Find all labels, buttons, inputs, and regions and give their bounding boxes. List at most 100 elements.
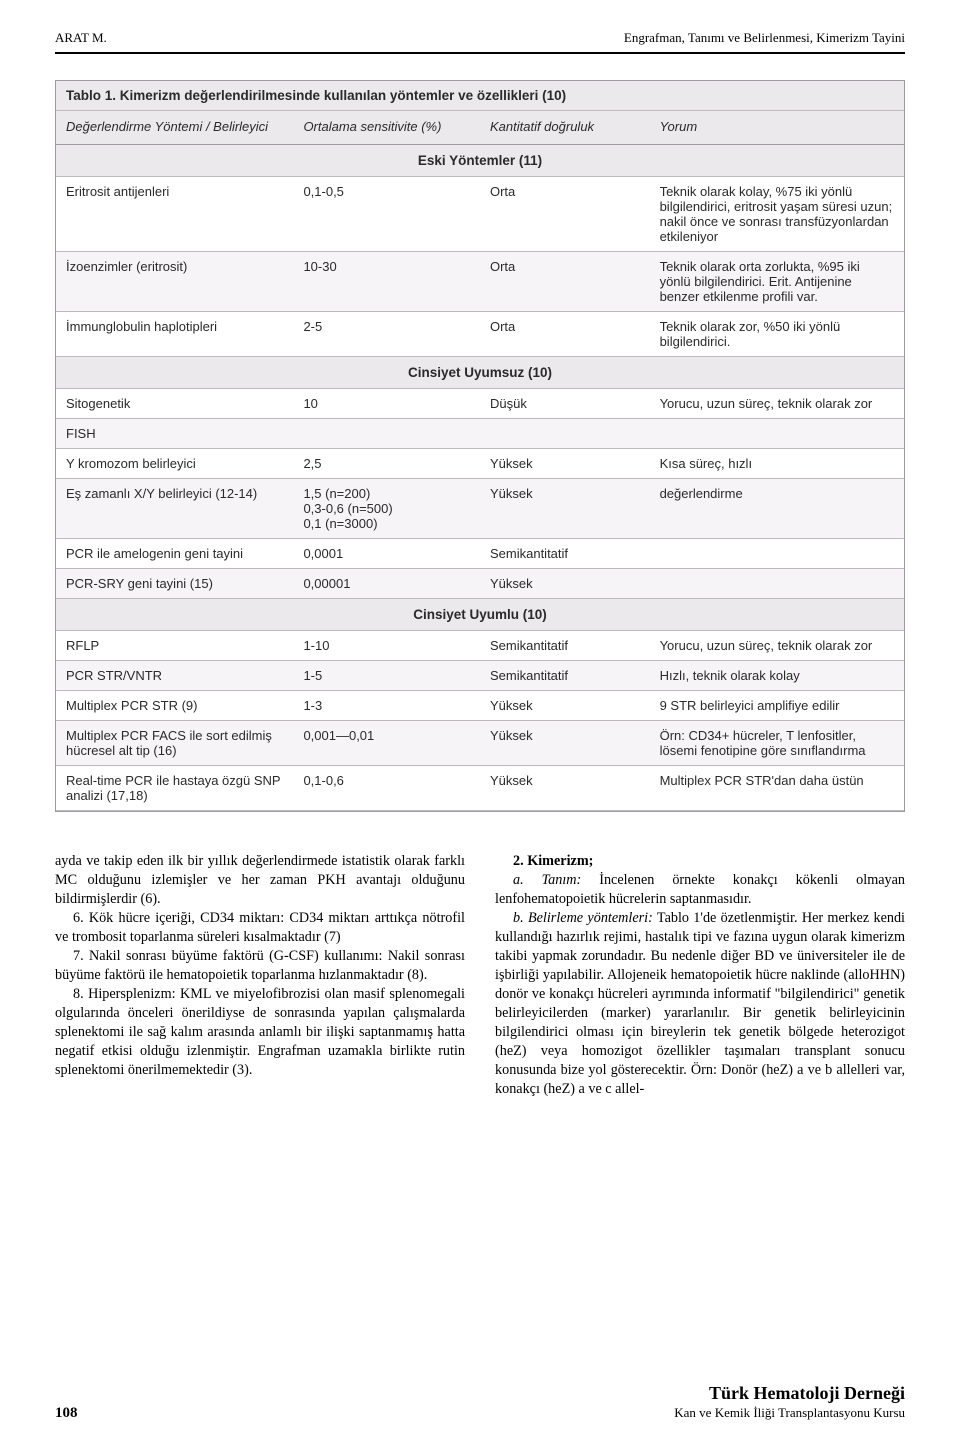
table-cell: FISH	[56, 419, 293, 449]
table-cell: 0,00001	[293, 569, 480, 599]
table-cell: Yüksek	[480, 479, 650, 539]
table-cell: 1-5	[293, 661, 480, 691]
table-section-title: Cinsiyet Uyumsuz (10)	[56, 357, 904, 389]
table-title-row: Tablo 1. Kimerizm değerlendirilmesinde k…	[56, 81, 904, 111]
footer-org-main: Türk Hematoloji Derneği	[674, 1382, 905, 1405]
table-cell: Sitogenetik	[56, 389, 293, 419]
table-cell: Eş zamanlı X/Y belirleyici (12-14)	[56, 479, 293, 539]
table-cell	[293, 419, 480, 449]
table-cell: Kısa süreç, hızlı	[650, 449, 904, 479]
table-cell: İzoenzimler (eritrosit)	[56, 252, 293, 312]
table-cell: Teknik olarak zor, %50 iki yönlü bilgile…	[650, 312, 904, 357]
table-row: Y kromozom belirleyici2,5YüksekKısa süre…	[56, 449, 904, 479]
table-cell: İmmunglobulin haplotipleri	[56, 312, 293, 357]
table-cell	[650, 539, 904, 569]
col-header-sensitivity: Ortalama sensitivite (%)	[293, 111, 480, 145]
table-section-header: Cinsiyet Uyumsuz (10)	[56, 357, 904, 389]
table-cell	[650, 419, 904, 449]
table-cell: Multiplex PCR FACS ile sort edilmiş hücr…	[56, 721, 293, 766]
col-header-comment: Yorum	[650, 111, 904, 145]
table-cell: PCR-SRY geni tayini (15)	[56, 569, 293, 599]
footer-org: Türk Hematoloji Derneği Kan ve Kemik İli…	[674, 1382, 905, 1422]
table-cell: Multiplex PCR STR (9)	[56, 691, 293, 721]
header-rule	[55, 52, 905, 54]
section-heading: 2. Kimerizm;	[495, 852, 905, 871]
table-cell: Orta	[480, 312, 650, 357]
body-span: Tablo 1'de özetlenmiştir. Her merkez ken…	[495, 910, 905, 1097]
body-text: ayda ve takip eden ilk bir yıllık değerl…	[55, 852, 905, 1099]
table-row: PCR-SRY geni tayini (15)0,00001Yüksek	[56, 569, 904, 599]
table-row: İzoenzimler (eritrosit)10-30OrtaTeknik o…	[56, 252, 904, 312]
table-row: PCR STR/VNTR1-5SemikantitatifHızlı, tekn…	[56, 661, 904, 691]
table-cell: 2,5	[293, 449, 480, 479]
table-row: FISH	[56, 419, 904, 449]
table-cell: Teknik olarak orta zorlukta, %95 iki yön…	[650, 252, 904, 312]
table-cell: Orta	[480, 252, 650, 312]
table-row: Sitogenetik10DüşükYorucu, uzun süreç, te…	[56, 389, 904, 419]
table-cell: Y kromozom belirleyici	[56, 449, 293, 479]
table-cell: 1,5 (n=200) 0,3-0,6 (n=500) 0,1 (n=3000)	[293, 479, 480, 539]
table-section-title: Eski Yöntemler (11)	[56, 145, 904, 177]
table-cell: Hızlı, teknik olarak kolay	[650, 661, 904, 691]
table-cell: 1-10	[293, 631, 480, 661]
table-cell: Multiplex PCR STR'dan daha üstün	[650, 766, 904, 811]
table-cell: Semikantitatif	[480, 539, 650, 569]
table-cell	[480, 419, 650, 449]
table-cell: RFLP	[56, 631, 293, 661]
col-header-accuracy: Kantitatif doğruluk	[480, 111, 650, 145]
col-header-method: Değerlendirme Yöntemi / Belirleyici	[56, 111, 293, 145]
table-cell: 0,0001	[293, 539, 480, 569]
table-cell: 1-3	[293, 691, 480, 721]
table-cell: 10-30	[293, 252, 480, 312]
table-cell: Yüksek	[480, 766, 650, 811]
table-cell	[650, 569, 904, 599]
table-row: PCR ile amelogenin geni tayini0,0001Semi…	[56, 539, 904, 569]
header-author: ARAT M.	[55, 30, 107, 46]
table-section-header: Eski Yöntemler (11)	[56, 145, 904, 177]
table-cell: PCR ile amelogenin geni tayini	[56, 539, 293, 569]
table-cell: Yüksek	[480, 569, 650, 599]
table-cell: Yüksek	[480, 449, 650, 479]
table-row: Eş zamanlı X/Y belirleyici (12-14)1,5 (n…	[56, 479, 904, 539]
table-1: Tablo 1. Kimerizm değerlendirilmesinde k…	[55, 80, 905, 812]
table-cell: 0,001—0,01	[293, 721, 480, 766]
table-row: Multiplex PCR STR (9)1-3Yüksek9 STR beli…	[56, 691, 904, 721]
table-cell: Örn: CD34+ hücreler, T lenfositler, löse…	[650, 721, 904, 766]
table-section-header: Cinsiyet Uyumlu (10)	[56, 599, 904, 631]
table-cell: Semikantitatif	[480, 661, 650, 691]
table-cell: Yüksek	[480, 691, 650, 721]
table-cell: Yorucu, uzun süreç, teknik olarak zor	[650, 389, 904, 419]
body-para: b. Belirleme yöntemleri: Tablo 1'de özet…	[495, 909, 905, 1099]
table-cell: PCR STR/VNTR	[56, 661, 293, 691]
table-cell: Orta	[480, 177, 650, 252]
table-cell: Yorucu, uzun süreç, teknik olarak zor	[650, 631, 904, 661]
left-column: ayda ve takip eden ilk bir yıllık değerl…	[55, 852, 465, 1099]
page-footer: 108 Türk Hematoloji Derneği Kan ve Kemik…	[55, 1382, 905, 1422]
table-cell: 9 STR belirleyici amplifiye edilir	[650, 691, 904, 721]
page-number: 108	[55, 1405, 78, 1422]
table-cell: Eritrosit antijenleri	[56, 177, 293, 252]
table-cell: 0,1-0,6	[293, 766, 480, 811]
table-row: RFLP1-10SemikantitatifYorucu, uzun süreç…	[56, 631, 904, 661]
table-cell: Düşük	[480, 389, 650, 419]
table-cell: Yüksek	[480, 721, 650, 766]
body-para: ayda ve takip eden ilk bir yıllık değerl…	[55, 852, 465, 909]
table-title: Tablo 1. Kimerizm değerlendirilmesinde k…	[56, 81, 904, 111]
table-header-row: Değerlendirme Yöntemi / Belirleyici Orta…	[56, 111, 904, 145]
table-cell: değerlendirme	[650, 479, 904, 539]
sub-label: b. Belirleme yöntemleri:	[513, 910, 653, 926]
table-row: Eritrosit antijenleri0,1-0,5OrtaTeknik o…	[56, 177, 904, 252]
table-cell: Teknik olarak kolay, %75 iki yönlü bilgi…	[650, 177, 904, 252]
sub-label: a. Tanım:	[513, 872, 581, 888]
table-cell: Real-time PCR ile hastaya özgü SNP anali…	[56, 766, 293, 811]
table-cell: Semikantitatif	[480, 631, 650, 661]
table-row: Multiplex PCR FACS ile sort edilmiş hücr…	[56, 721, 904, 766]
table-cell: 2-5	[293, 312, 480, 357]
table-cell: 10	[293, 389, 480, 419]
footer-org-sub: Kan ve Kemik İliği Transplantasyonu Kurs…	[674, 1405, 905, 1422]
table-section-title: Cinsiyet Uyumlu (10)	[56, 599, 904, 631]
body-para: 8. Hipersplenizm: KML ve miyelofibrozisi…	[55, 985, 465, 1080]
header-title: Engrafman, Tanımı ve Belirlenmesi, Kimer…	[624, 30, 905, 46]
body-para: 7. Nakil sonrası büyüme faktörü (G-CSF) …	[55, 947, 465, 985]
body-para: 6. Kök hücre içeriği, CD34 miktarı: CD34…	[55, 909, 465, 947]
